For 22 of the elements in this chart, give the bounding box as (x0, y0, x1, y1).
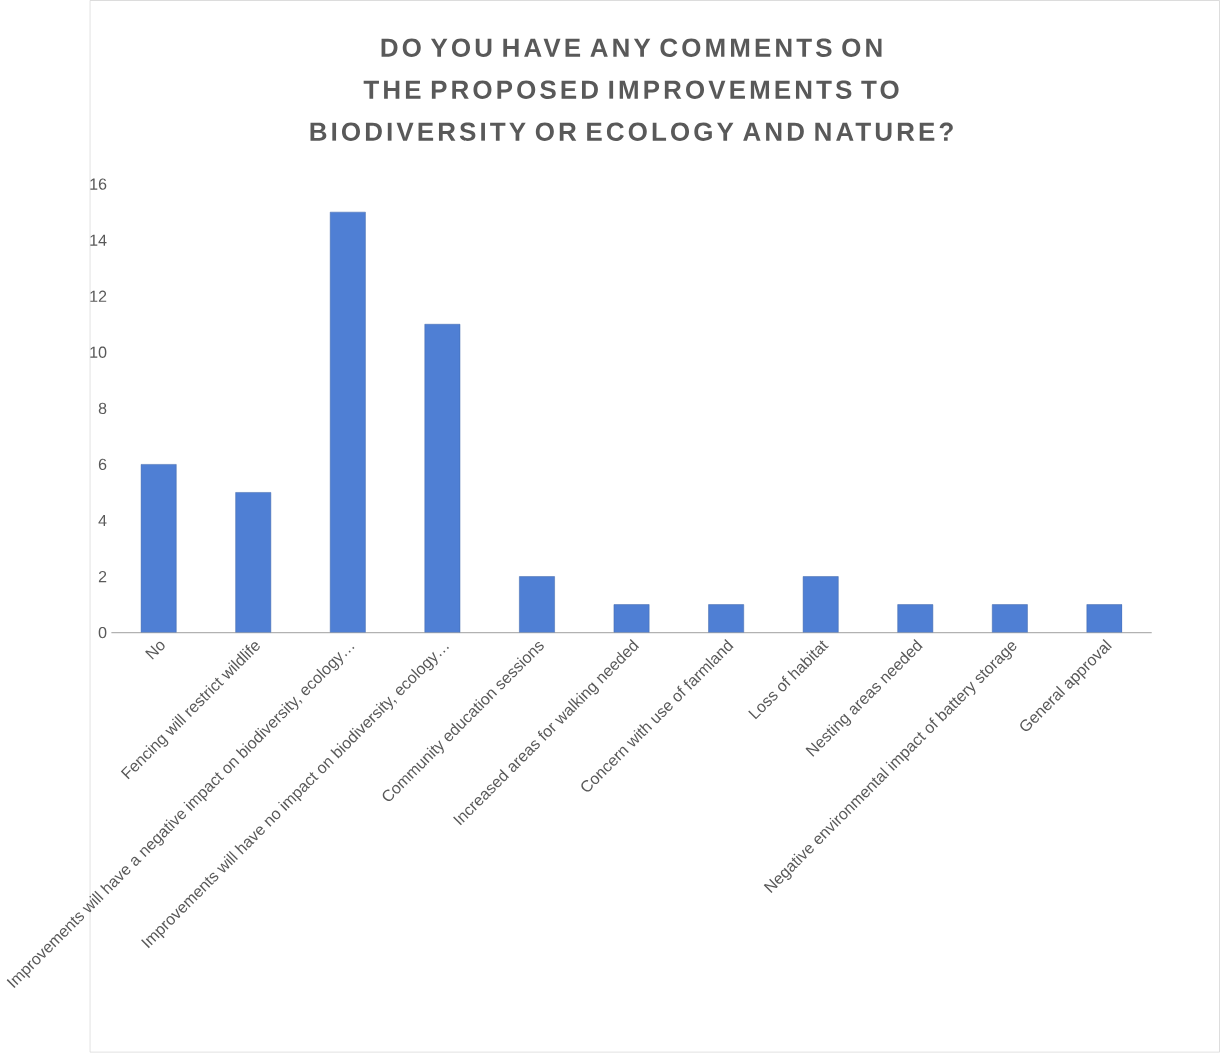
bar (613, 604, 650, 633)
chart-title: DO YOU HAVE ANY COMMENTS ON THE PROPOSED IMPROVEMENTS TO BIODIVERSITY OR ECOLOGY AND NATURE? (310, 38, 953, 142)
y-tick-label: 14 (90, 234, 107, 246)
y-tick-label: 6 (98, 458, 107, 471)
bar (1086, 604, 1123, 633)
y-tick-label: 16 (90, 178, 107, 190)
bar (424, 324, 461, 633)
y-tick-label: 0 (98, 627, 107, 639)
bar (140, 464, 177, 633)
y-tick-label: 2 (98, 571, 107, 583)
bar (708, 604, 744, 633)
bar (519, 576, 555, 633)
y-tick-label: 12 (90, 290, 107, 302)
x-tick-label: No (145, 641, 165, 660)
y-tick-label: 4 (98, 515, 107, 527)
bar (992, 604, 1028, 633)
bar (329, 212, 366, 633)
bar (235, 492, 272, 633)
y-tick-label: 8 (98, 402, 107, 415)
bar (897, 604, 934, 633)
y-tick-label: 10 (90, 346, 107, 359)
bar (802, 576, 839, 633)
